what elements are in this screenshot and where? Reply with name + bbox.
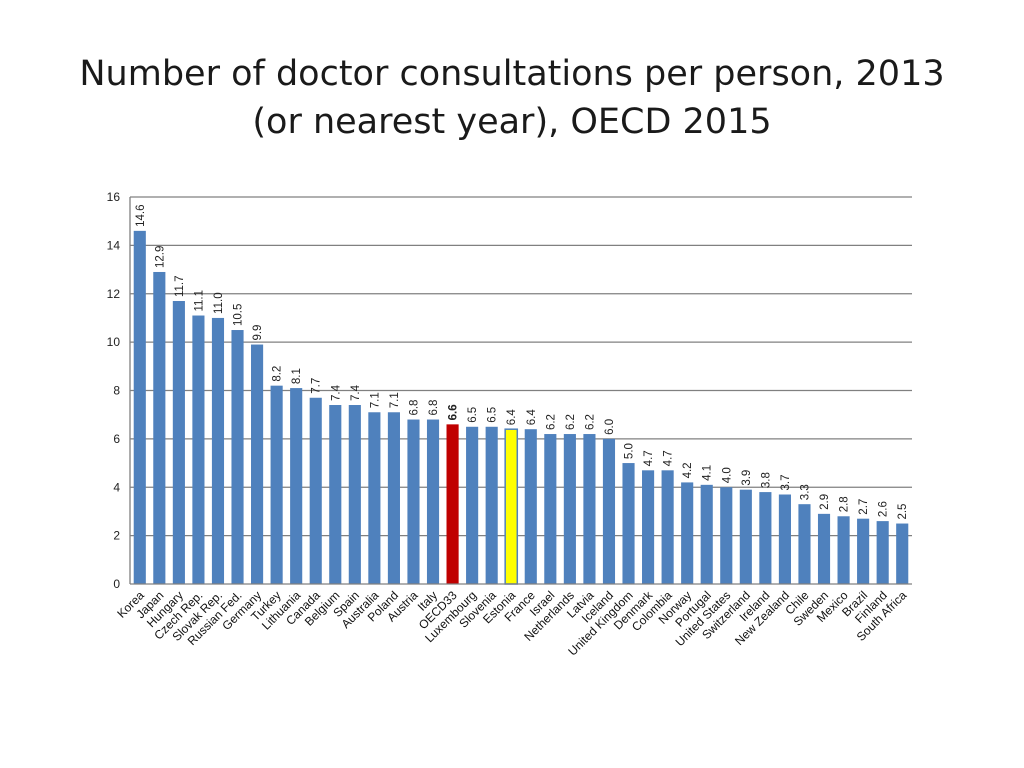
data-label: 2.9 <box>819 494 831 510</box>
data-label: 11.0 <box>213 292 225 314</box>
bar-switzerland <box>739 489 752 584</box>
bar-south-africa <box>896 523 909 584</box>
bar-japan <box>153 271 166 584</box>
data-label: 5.0 <box>624 443 636 459</box>
data-label: 7.4 <box>330 384 342 401</box>
data-label: 6.2 <box>545 414 557 430</box>
y-tick-label: 6 <box>113 432 120 446</box>
bar-australia <box>368 412 381 584</box>
data-label: 4.1 <box>702 465 714 481</box>
data-label: 6.5 <box>487 407 499 423</box>
data-label: 11.7 <box>174 275 186 297</box>
data-label: 6.0 <box>604 419 616 435</box>
data-label: 6.8 <box>408 400 420 416</box>
bar-italy <box>426 419 440 584</box>
bar-iceland <box>602 438 616 584</box>
data-label: 2.6 <box>878 501 890 517</box>
bar-russian-fed <box>231 330 244 584</box>
bar-turkey <box>270 385 283 584</box>
bar-poland <box>387 412 400 584</box>
y-tick-label: 14 <box>107 238 121 252</box>
bar-korea <box>133 230 146 585</box>
data-label: 3.3 <box>799 484 811 500</box>
data-labels: 14.6 12.9 11.7 11.1 11.0 10.5 9.9 8.2 8.1 7.7 7.4 7… <box>135 204 909 519</box>
bar-slovak-rep <box>211 317 225 584</box>
bar-united-kingdom <box>622 463 635 584</box>
data-label: 10.5 <box>233 304 245 326</box>
bar-israel <box>544 434 557 584</box>
y-tick-label: 8 <box>113 384 120 398</box>
y-tick-label: 16 <box>107 190 121 204</box>
data-label: 4.0 <box>721 467 733 483</box>
bar-brazil <box>857 518 870 584</box>
bar-chile <box>798 504 811 584</box>
data-label: 3.7 <box>780 475 792 491</box>
data-label: 4.2 <box>682 462 694 478</box>
data-label: 2.8 <box>839 496 851 512</box>
data-label: 7.4 <box>350 384 362 401</box>
bar-ireland <box>759 492 772 584</box>
bar-portugal <box>700 484 713 584</box>
bar-estonia <box>504 428 519 585</box>
bar-united-states <box>720 487 733 584</box>
bar-sweden <box>817 513 831 584</box>
data-label: 6.5 <box>467 407 479 423</box>
data-label: 7.1 <box>369 392 381 408</box>
bar-belgium <box>329 405 342 584</box>
bar-lithuania <box>290 388 303 584</box>
bar-canada <box>309 397 322 584</box>
data-label: 4.7 <box>663 450 675 466</box>
bar-luxembourg <box>466 426 479 584</box>
bar-finland <box>876 521 889 584</box>
bar-france <box>524 429 537 584</box>
data-label: 6.2 <box>565 414 577 430</box>
data-label: 12.9 <box>154 246 166 268</box>
bar-slovenia <box>485 426 498 584</box>
y-tick-label: 0 <box>113 577 120 591</box>
gridlines <box>130 196 912 537</box>
bar-latvia <box>583 434 596 584</box>
chart-title: Number of doctor consultations per perso… <box>79 54 945 142</box>
data-label: 8.2 <box>272 366 284 382</box>
y-tick-label: 12 <box>107 287 121 301</box>
bar-spain <box>348 405 361 584</box>
data-label: 3.9 <box>741 470 753 486</box>
bar-hungary <box>172 301 185 584</box>
y-axis-ticks: 0 2 4 6 8 10 12 14 16 <box>107 190 121 591</box>
data-label: 6.4 <box>526 409 538 426</box>
data-label: 2.7 <box>858 499 870 515</box>
bar-colombia <box>661 470 674 584</box>
data-label: 2.5 <box>897 504 909 520</box>
data-label: 9.9 <box>252 325 264 341</box>
bar-austria <box>407 419 420 584</box>
data-label: 3.8 <box>760 472 772 488</box>
bar-mexico <box>837 516 850 584</box>
data-label: 4.7 <box>643 450 655 466</box>
data-label: 7.1 <box>389 392 401 408</box>
y-tick-label: 4 <box>113 480 120 494</box>
bar-czech-rep <box>192 315 205 584</box>
y-tick-label: 2 <box>113 529 120 543</box>
data-label: 11.1 <box>193 290 205 312</box>
y-tick-label: 10 <box>107 335 121 349</box>
data-label: 6.4 <box>506 409 518 426</box>
bar-new-zealand <box>778 494 791 584</box>
data-label: 14.6 <box>135 204 147 226</box>
bar-netherlands <box>563 434 576 584</box>
data-label: 7.7 <box>311 378 323 394</box>
bar-norway <box>681 482 694 584</box>
bar-oecd33 <box>446 424 459 584</box>
data-label: 6.8 <box>428 400 440 416</box>
data-label: 8.1 <box>291 368 303 384</box>
bar-germany <box>251 344 264 584</box>
bar-denmark <box>642 470 655 584</box>
data-label: 6.6 <box>448 404 460 420</box>
bars <box>133 230 909 585</box>
data-label: 6.2 <box>584 414 596 430</box>
